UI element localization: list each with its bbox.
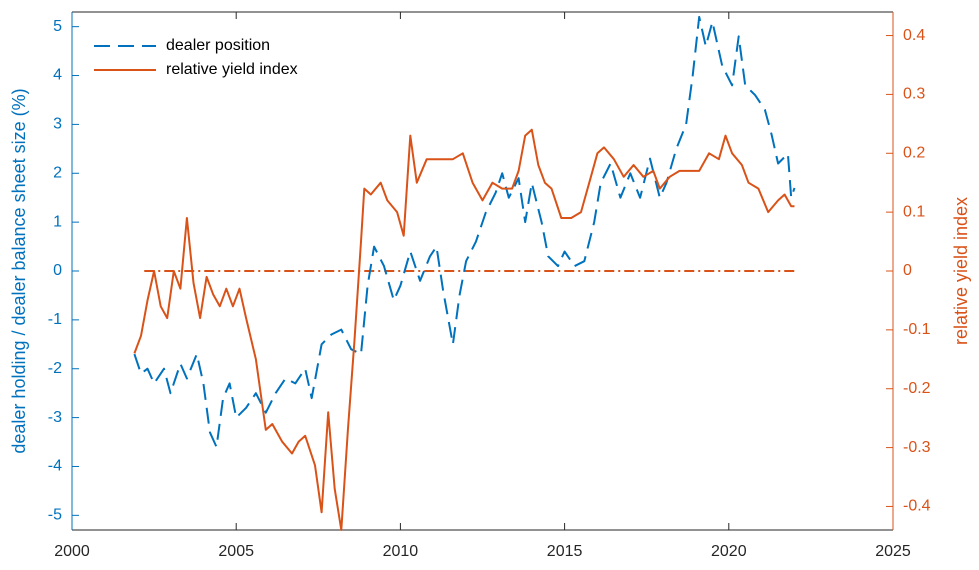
y-tick-label: -4 bbox=[48, 458, 62, 475]
y-tick-label: 4 bbox=[53, 67, 62, 84]
y-tick-label: 3 bbox=[53, 116, 62, 133]
y2-tick-label: -0.3 bbox=[903, 439, 931, 456]
y2-tick-label: -0.2 bbox=[903, 380, 931, 397]
x-tick-label: 2000 bbox=[54, 543, 90, 560]
legend-label: dealer position bbox=[166, 37, 270, 54]
y2-tick-label: -0.1 bbox=[903, 321, 931, 338]
data-line bbox=[133, 15, 796, 448]
x-tick-label: 2020 bbox=[711, 543, 747, 560]
data-line bbox=[133, 128, 795, 531]
y-tick-label: -2 bbox=[48, 360, 62, 377]
y2-axis-label: relative yield index bbox=[951, 197, 971, 345]
y2-tick-label: 0.1 bbox=[903, 203, 925, 220]
y2-tick-label: 0 bbox=[903, 262, 912, 279]
y-tick-label: 5 bbox=[53, 18, 62, 35]
y2-tick-label: -0.4 bbox=[903, 498, 931, 515]
y-tick-label: -1 bbox=[48, 311, 62, 328]
x-tick-label: 2010 bbox=[383, 543, 419, 560]
x-tick-label: 2005 bbox=[218, 543, 254, 560]
legend-label: relative yield index bbox=[166, 61, 298, 78]
y-tick-label: 2 bbox=[53, 164, 62, 181]
y-tick-label: 0 bbox=[53, 262, 62, 279]
y-tick-label: -3 bbox=[48, 409, 62, 426]
y2-tick-label: 0.2 bbox=[903, 144, 925, 161]
y2-tick-label: 0.3 bbox=[903, 86, 925, 103]
x-tick-label: 2015 bbox=[547, 543, 583, 560]
y-tick-label: -5 bbox=[48, 507, 62, 524]
y-axis-label: dealer holding / dealer balance sheet si… bbox=[9, 88, 29, 453]
y2-tick-label: 0.4 bbox=[903, 27, 925, 44]
y-tick-label: 1 bbox=[53, 213, 62, 230]
x-tick-label: 2025 bbox=[875, 543, 911, 560]
